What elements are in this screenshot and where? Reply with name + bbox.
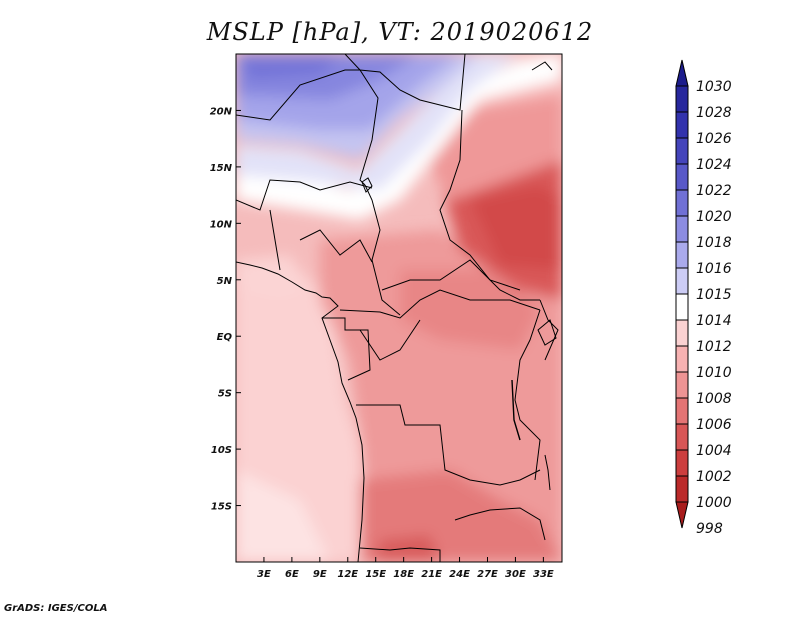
drc-east-border [514, 309, 541, 481]
colorbar-label: 1010 [696, 365, 732, 381]
colorbar-label: 1024 [696, 157, 732, 173]
pressure-field [236, 54, 562, 562]
colorbar-swatch [675, 293, 689, 321]
colorbar-swatch [675, 423, 689, 451]
colorbar-label: 1028 [696, 105, 732, 121]
namibia-border [359, 547, 441, 562]
y-axis: 20N 15N 10N 5N EQ 5S 10S 15S [210, 106, 241, 513]
drc-north-border [339, 289, 541, 319]
congo-river [359, 319, 421, 361]
red-sea-coast [531, 61, 553, 71]
colorbar-swatch [675, 189, 689, 217]
sahel-region [236, 54, 562, 220]
grads-credit: GrADS: IGES/COLA [4, 603, 108, 614]
sahel-1015-band [236, 54, 520, 190]
southwest-atlantic-region [236, 470, 330, 562]
colorbar: 1030 1028 1026 1024 1022 1020 1018 1016 1015 1014… [675, 59, 732, 537]
central-band-region [400, 270, 540, 350]
car-border [381, 259, 540, 301]
benin-togo-border [269, 209, 281, 271]
east-africa-borders [539, 299, 559, 361]
algeria-niger-border [236, 69, 379, 186]
y-tick-label: 15S [211, 502, 232, 513]
lake-chad [361, 177, 373, 193]
x-tick-label: 27E [477, 569, 498, 580]
north-high-core [240, 56, 340, 80]
colorbar-label: 1002 [696, 469, 732, 485]
colorbar-label: 1018 [696, 235, 732, 251]
x-tick-label: 6E [285, 569, 299, 580]
lake-victoria [537, 319, 557, 346]
colorbar-label: 1014 [696, 313, 732, 329]
colorbar-label: 1022 [696, 183, 732, 199]
colorbar-label: 998 [696, 521, 723, 537]
sudan-low-core [470, 185, 562, 270]
y-tick-label: 10S [211, 445, 232, 456]
colorbar-label: 1020 [696, 209, 732, 225]
x-tick-label: 30E [505, 569, 526, 580]
colorbar-top-arrow [675, 59, 689, 87]
x-tick-label: 21E [421, 569, 442, 580]
colorbar-swatch [675, 449, 689, 477]
colorbar-swatch [675, 319, 689, 347]
colorbar-label: 1000 [696, 495, 732, 511]
colorbar-label: 1030 [696, 79, 732, 95]
plot-frame [235, 53, 563, 563]
angola-border [356, 404, 541, 486]
colorbar-swatch [675, 111, 689, 139]
colorbar-label: 1015 [696, 287, 732, 303]
x-tick-label: 12E [337, 569, 358, 580]
y-tick-label: EQ [217, 332, 233, 343]
x-tick-label: 9E [313, 569, 327, 580]
x-tick-label: 33E [533, 569, 554, 580]
lake-malawi [544, 454, 551, 491]
colorbar-label: 1008 [696, 391, 732, 407]
x-axis: 3E 6E 9E 12E 15E 18E 21E 24E 27E 30E 33E [257, 557, 554, 580]
y-tick-label: 5S [218, 389, 232, 400]
x-tick-label: 15E [365, 569, 386, 580]
west-african-coastline [236, 261, 365, 562]
coastlines-borders [236, 54, 559, 562]
colorbar-swatch [675, 163, 689, 191]
sahel-borders [236, 179, 373, 211]
colorbar-bottom-arrow [675, 501, 689, 529]
colorbar-swatch [675, 475, 689, 503]
colorbar-label: 1012 [696, 339, 732, 355]
colorbar-swatch [675, 137, 689, 165]
y-tick-label: 10N [210, 219, 233, 230]
colorbar-label: 1006 [696, 417, 732, 433]
colorbar-swatch [675, 345, 689, 373]
nigeria-border [299, 229, 373, 263]
x-tick-label: 18E [393, 569, 414, 580]
colorbar-swatch [675, 241, 689, 269]
colorbar-swatch [675, 371, 689, 399]
colorbar-label: 1016 [696, 261, 732, 277]
y-tick-label: 20N [210, 106, 233, 117]
y-tick-label: 15N [210, 163, 233, 174]
x-tick-label: 3E [257, 569, 271, 580]
southern-borders [454, 507, 546, 541]
x-tick-label: 24E [449, 569, 470, 580]
colorbar-label: 1004 [696, 443, 732, 459]
y-tick-label: 5N [217, 276, 233, 287]
map-title: MSLP [hPa], VT: 2019020612 [206, 18, 594, 46]
colorbar-swatch [675, 215, 689, 243]
colorbar-swatch [675, 85, 689, 113]
colorbar-label: 1026 [696, 131, 732, 147]
lake-tanganyika [511, 379, 521, 441]
chad-niger-border [364, 184, 401, 316]
colorbar-swatch [675, 397, 689, 425]
chad-sudan-border [439, 109, 521, 291]
gabon-congo-border [322, 317, 371, 381]
colorbar-swatch [675, 267, 689, 295]
